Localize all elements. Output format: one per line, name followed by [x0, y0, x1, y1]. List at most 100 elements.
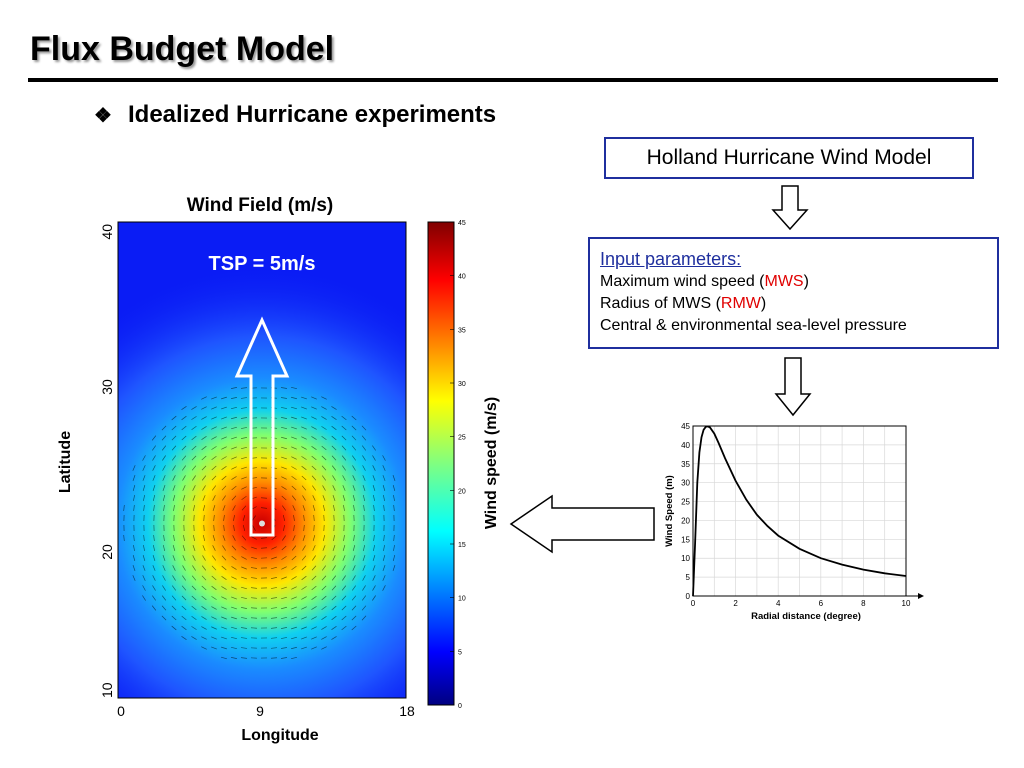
- wind-vector: [322, 555, 326, 561]
- wind-vector: [363, 504, 365, 512]
- wind-vector: [241, 566, 247, 570]
- wind-vector: [211, 446, 217, 450]
- wind-vector: [211, 555, 217, 561]
- wind-vector: [321, 475, 327, 481]
- wind-vector: [291, 456, 297, 460]
- wind-vector: [291, 646, 297, 650]
- wind-vector: [311, 436, 317, 440]
- wind-vector: [281, 576, 287, 580]
- wind-vector: [282, 535, 286, 541]
- wind-vector: [291, 626, 297, 630]
- wind-vector: [331, 585, 337, 591]
- wind-vector: [271, 556, 277, 560]
- wind-vector: [221, 555, 227, 561]
- wind-vector: [132, 565, 136, 571]
- wind-vector: [221, 426, 227, 430]
- profile-x-tick: 4: [776, 599, 781, 608]
- wind-vector: [361, 605, 367, 611]
- wind-vector: [171, 625, 177, 631]
- wind-vector: [311, 396, 317, 400]
- wind-vector: [331, 615, 337, 621]
- wind-vector: [373, 534, 375, 542]
- wind-vector: [211, 455, 217, 461]
- wind-vector: [290, 386, 298, 390]
- y-tick: 40: [99, 224, 115, 240]
- wind-vector: [342, 545, 346, 551]
- wind-vector: [232, 535, 236, 541]
- wind-vector: [181, 445, 187, 451]
- wind-vector: [240, 437, 248, 439]
- wind-vector: [171, 595, 177, 601]
- colorbar: [427, 221, 455, 706]
- wind-vector: [231, 626, 237, 630]
- wind-vector: [240, 657, 248, 659]
- wind-vector: [221, 646, 227, 650]
- wind-vector: [291, 545, 297, 551]
- input-parameters-heading: Input parameters:: [600, 249, 742, 269]
- wind-vector: [311, 416, 317, 420]
- wind-vector: [250, 597, 258, 599]
- wind-vector: [231, 545, 237, 551]
- wind-vector: [341, 445, 347, 451]
- x-tick: 0: [117, 703, 125, 719]
- x-tick: 9: [256, 703, 264, 719]
- wind-vector: [143, 534, 145, 542]
- wind-vector: [372, 465, 376, 471]
- profile-y-tick: 10: [681, 554, 690, 563]
- wind-vector: [362, 475, 366, 481]
- wind-vector: [181, 455, 187, 461]
- wind-vector: [281, 495, 287, 501]
- wind-vector: [382, 555, 386, 561]
- wind-vector: [221, 446, 227, 450]
- wind-vector: [280, 627, 288, 629]
- wind-vector: [351, 625, 357, 631]
- wind-vector: [240, 647, 248, 649]
- wind-vector: [233, 514, 235, 522]
- wind-vector: [161, 435, 167, 441]
- profile-y-tick: 0: [686, 592, 691, 601]
- wind-vector: [132, 475, 136, 481]
- wind-vector: [191, 406, 197, 410]
- wind-vector: [231, 416, 237, 420]
- wind-vector: [252, 515, 256, 521]
- wind-vector: [252, 525, 256, 531]
- wind-vector: [191, 435, 197, 441]
- profile-y-tick: 5: [686, 573, 691, 582]
- wind-vector: [201, 606, 207, 610]
- wind-vector: [372, 494, 376, 502]
- wind-vector: [301, 475, 307, 481]
- wind-vector: [241, 466, 247, 470]
- wind-vector: [291, 555, 297, 561]
- y-tick: 20: [99, 544, 115, 560]
- wind-vector: [142, 485, 146, 491]
- wind-vector: [331, 575, 337, 581]
- wind-vector: [372, 595, 376, 601]
- wind-vector: [260, 507, 268, 509]
- wind-vector: [152, 575, 156, 581]
- wind-vector: [270, 637, 278, 639]
- wind-vector: [211, 616, 217, 620]
- wind-vector: [172, 555, 176, 561]
- wind-vector: [192, 485, 196, 491]
- wind-vector: [361, 595, 367, 601]
- wind-vector: [302, 535, 306, 541]
- wind-vector: [362, 465, 366, 471]
- wind-vector: [361, 435, 367, 441]
- wind-vector: [351, 425, 357, 431]
- wind-vector: [291, 466, 297, 470]
- wind-vector: [201, 445, 207, 451]
- wind-vector: [240, 607, 248, 609]
- wind-vector: [281, 486, 287, 490]
- wind-vector: [191, 585, 197, 591]
- wind-vector: [352, 475, 356, 481]
- wind-vector: [142, 455, 146, 461]
- profile-y-label: Wind Speed (m): [664, 475, 675, 547]
- wind-vector: [162, 575, 166, 581]
- wind-vector: [161, 595, 167, 601]
- wind-vector: [192, 555, 196, 561]
- wind-vector: [331, 455, 337, 461]
- wind-vector: [312, 545, 316, 551]
- wind-vector: [191, 455, 197, 461]
- wind-vector: [221, 466, 227, 470]
- wind-vector: [351, 445, 357, 451]
